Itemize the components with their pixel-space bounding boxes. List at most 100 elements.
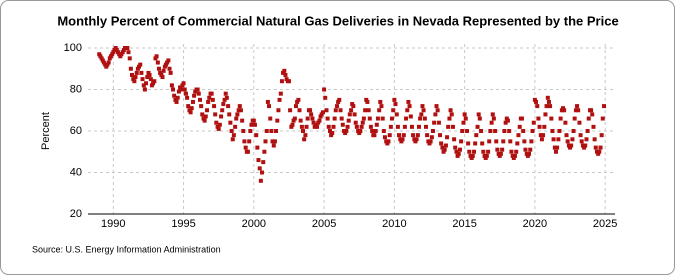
- point: [602, 104, 607, 109]
- point: [251, 118, 256, 123]
- point: [216, 126, 221, 131]
- point: [399, 139, 404, 144]
- point: [373, 129, 378, 133]
- point: [534, 99, 539, 104]
- point: [296, 97, 301, 102]
- point: [460, 129, 465, 133]
- point: [535, 104, 540, 109]
- point: [357, 131, 362, 136]
- point: [137, 64, 142, 69]
- point: [159, 72, 164, 77]
- point: [586, 116, 591, 121]
- point: [151, 81, 156, 86]
- point: [356, 129, 361, 133]
- point: [351, 104, 356, 109]
- point: [377, 108, 382, 113]
- point: [125, 46, 130, 50]
- point: [311, 120, 316, 125]
- point: [421, 108, 426, 113]
- point: [475, 124, 480, 129]
- point: [175, 95, 180, 100]
- point: [231, 133, 236, 138]
- point: [555, 145, 560, 150]
- point: [165, 60, 170, 65]
- point: [404, 116, 409, 121]
- point: [427, 141, 432, 146]
- point: [243, 145, 248, 150]
- point: [363, 108, 368, 113]
- point: [412, 137, 417, 142]
- point: [571, 129, 576, 133]
- point: [459, 139, 464, 144]
- x-tick-label: 2015: [452, 218, 476, 230]
- point: [441, 149, 446, 154]
- point: [256, 158, 261, 163]
- point: [120, 50, 125, 55]
- point: [449, 112, 454, 117]
- point: [167, 66, 172, 71]
- point: [174, 99, 179, 104]
- point: [234, 116, 239, 121]
- point: [536, 116, 541, 121]
- point: [279, 79, 284, 84]
- point: [562, 108, 567, 113]
- point: [185, 95, 190, 100]
- point: [538, 133, 543, 138]
- point: [291, 118, 296, 123]
- point: [303, 133, 308, 138]
- point: [99, 56, 104, 61]
- point: [432, 120, 437, 125]
- point: [196, 91, 201, 96]
- point: [206, 99, 211, 104]
- point: [227, 112, 232, 117]
- point: [589, 108, 594, 113]
- point: [242, 139, 247, 144]
- point: [271, 143, 276, 148]
- point: [156, 66, 161, 71]
- point: [553, 149, 558, 154]
- point: [349, 108, 354, 113]
- y-tick-label: 40: [70, 166, 82, 178]
- point: [402, 124, 407, 129]
- point: [446, 124, 451, 129]
- point: [301, 129, 306, 133]
- point: [541, 133, 546, 138]
- point: [549, 116, 554, 121]
- point: [503, 120, 508, 125]
- point: [302, 137, 307, 142]
- point: [489, 120, 494, 125]
- point: [469, 155, 474, 160]
- point: [564, 133, 569, 138]
- x-tick-label: 2010: [382, 218, 406, 230]
- point: [147, 72, 152, 77]
- point: [448, 108, 453, 113]
- point: [372, 133, 377, 138]
- point: [552, 145, 557, 150]
- point: [322, 87, 327, 92]
- point: [550, 129, 555, 133]
- point: [220, 108, 225, 113]
- point: [113, 46, 118, 50]
- x-tick-label: 2025: [593, 218, 617, 230]
- point: [510, 153, 515, 158]
- point: [453, 145, 458, 150]
- point: [481, 149, 486, 154]
- point: [384, 139, 389, 144]
- point: [537, 124, 542, 129]
- point: [268, 116, 273, 121]
- point: [580, 143, 585, 148]
- point: [248, 129, 253, 133]
- point: [436, 120, 441, 125]
- point: [544, 104, 549, 109]
- point: [304, 124, 309, 129]
- x-tick-label: 1995: [171, 218, 195, 230]
- point: [479, 129, 484, 133]
- point: [115, 50, 120, 55]
- point: [480, 141, 485, 146]
- point: [490, 112, 495, 117]
- point: [309, 112, 314, 117]
- point: [117, 52, 122, 57]
- point: [429, 135, 434, 140]
- point: [418, 116, 423, 121]
- point: [343, 131, 348, 136]
